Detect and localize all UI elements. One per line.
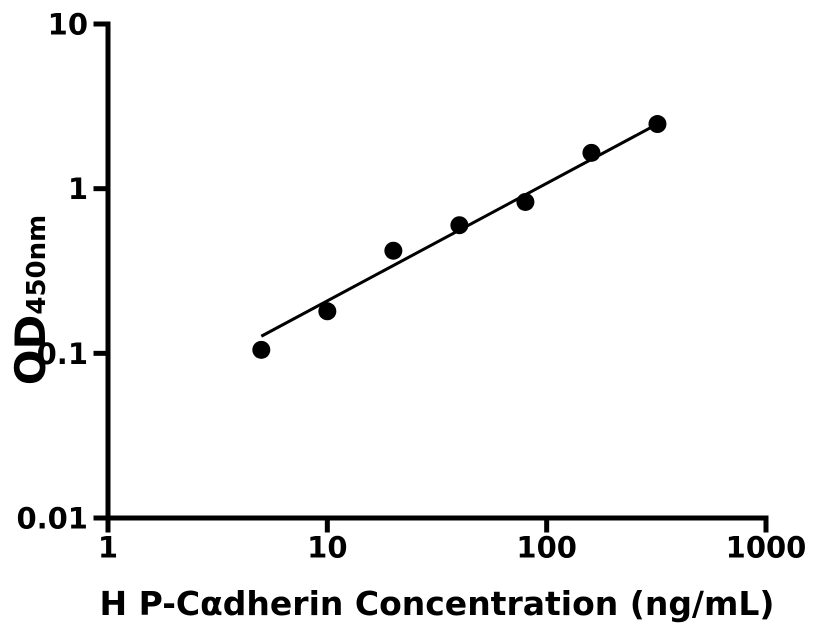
x-tick-label: 1000 (726, 531, 807, 565)
data-point (516, 192, 535, 211)
x-tick-label: 100 (516, 531, 577, 565)
y-tick-label: 1 (68, 172, 88, 206)
data-point (648, 115, 667, 134)
data-point (252, 340, 271, 359)
x-tick-label: 1 (98, 531, 118, 565)
y-tick-label: 0.1 (37, 337, 88, 371)
x-axis-title: H P-Cαdherin Concentration (ng/mL) (100, 584, 775, 623)
data-point (384, 241, 403, 260)
plot-area: 1 10 100 1000 10 1 0.1 0.01 (16, 8, 806, 565)
y-axis-title-main: OD (6, 315, 55, 386)
data-point (582, 143, 601, 162)
y-tick-label: 0.01 (16, 502, 88, 536)
y-axis-title-sub: 450nm (22, 215, 52, 315)
y-axis-title: OD450nm (6, 215, 55, 385)
data-point (318, 302, 337, 321)
data-point (450, 216, 469, 235)
x-tick-label: 10 (307, 531, 347, 565)
y-tick-label: 10 (48, 8, 88, 42)
